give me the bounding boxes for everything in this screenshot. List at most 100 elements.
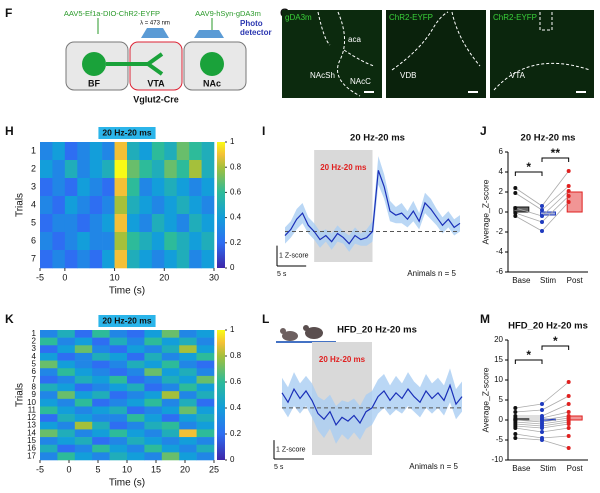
heatmap-cell [144,406,163,415]
colorbar-label: 0 [230,263,235,272]
heatmap-cell [92,437,110,446]
heatmap-cell [127,337,145,346]
pair-line [515,212,543,223]
heatmap-cell [176,232,190,251]
region-label: VTA [510,71,526,80]
y-tick-label: 20 [494,335,503,344]
heatmap-cell [40,429,58,438]
heatmap-cell [40,414,58,423]
heatmap-cell [40,178,53,197]
significance-label: * [526,160,531,174]
data-point [540,214,544,218]
heatmap-cell [57,360,76,369]
heatmap-cell [57,414,76,423]
chart-title: HFD_20 Hz-20 ms [337,325,417,336]
heatmap-cell [40,160,53,179]
heatmap-cell [92,352,110,361]
heatmap-cell [127,414,145,423]
scale-bar-label: 1 Z-score [276,446,306,453]
pair-line [541,423,569,429]
heatmap-cell [40,421,58,430]
heatmap-cell [161,383,180,392]
heatmap-cell [179,437,197,446]
row-label: 11 [28,405,37,414]
pair-line [541,195,569,223]
heatmap-cell [109,375,128,384]
heatmap-cell [161,452,180,461]
heatmap-cell [151,142,165,161]
heatmap-cell [74,414,93,423]
image [386,10,486,98]
pair-line [515,192,543,211]
heatmap-cell [74,391,93,400]
heatmap-cell [151,178,165,197]
heatmap-cell [114,250,128,269]
heatmap-cell [77,160,91,179]
heatmap-cell [64,178,78,197]
data-point [566,169,571,173]
heatmap-cell [89,178,103,197]
data-point [540,220,544,224]
heatmap-cell [114,214,128,233]
x-tick-label: 0 [66,464,71,474]
detector-label: Photo [240,19,263,28]
heatmap-cell [102,214,115,233]
heatmap-cell [89,196,103,215]
heatmap-cell [89,160,103,179]
y-tick-label: 0 [499,207,504,216]
row-label: 5 [32,360,37,369]
scale-bar-label: 5 s [277,271,287,278]
heatmap-cell [161,414,180,423]
heatmap-cell [57,391,76,400]
pair-line [541,421,569,427]
pair-line [515,409,543,413]
row-label: 7 [32,375,37,384]
heatmap-cell [151,250,165,269]
row-label: 2 [32,337,37,346]
scale-bar-label: 5 s [274,464,284,471]
heatmap-cell [114,178,128,197]
laser-label: λ = 473 nm [140,21,170,27]
heatmap-cell [74,360,93,369]
heatmap-cell [196,352,215,361]
region-label: NAcC [350,77,371,86]
stim-label: 20 Hz-20 ms [320,163,367,172]
colorbar-label: 0 [230,455,235,464]
scale-bar-label: 1 Z-score [279,253,309,260]
heatmap-cell [40,375,58,384]
data-point [566,402,571,406]
heatmap-cell [109,452,128,461]
x-tick-label: 5 [95,464,100,474]
heatmap-cell [161,330,180,338]
heatmap-cell [109,414,128,423]
pair-line [541,395,569,411]
colorbar-label: 0.6 [230,188,242,197]
detector-icon [194,30,224,38]
y-axis-label: Trials [15,193,26,217]
heatmap-cell [127,421,145,430]
heatmap-cell [127,214,140,233]
heatmap-cell [40,214,53,233]
heatmap-cell [161,398,180,407]
heatmap-cell [127,398,145,407]
data-point [513,186,518,190]
x-tick-label: 0 [62,272,67,282]
heatmap-cell [179,330,197,338]
heatmap-cell [102,196,115,215]
heatmap-cell [74,437,93,446]
region-label: VTA [147,78,165,88]
mouse-line: Vglut2-Cre [133,94,179,104]
y-tick-label: -6 [496,267,504,276]
colorbar-label: 0.4 [230,213,242,222]
chart-title: 20 Hz-20 ms [521,133,576,144]
row-label: 2 [31,163,36,173]
heatmap-cell [127,352,145,361]
heatmap-cell [176,178,190,197]
heatmap-cell [164,142,178,161]
pair-line [515,427,543,433]
significance-bracket [514,359,543,364]
y-tick-label: 6 [499,147,504,156]
x-tick-label: Stim [540,464,556,473]
panel-label: K [5,312,14,326]
